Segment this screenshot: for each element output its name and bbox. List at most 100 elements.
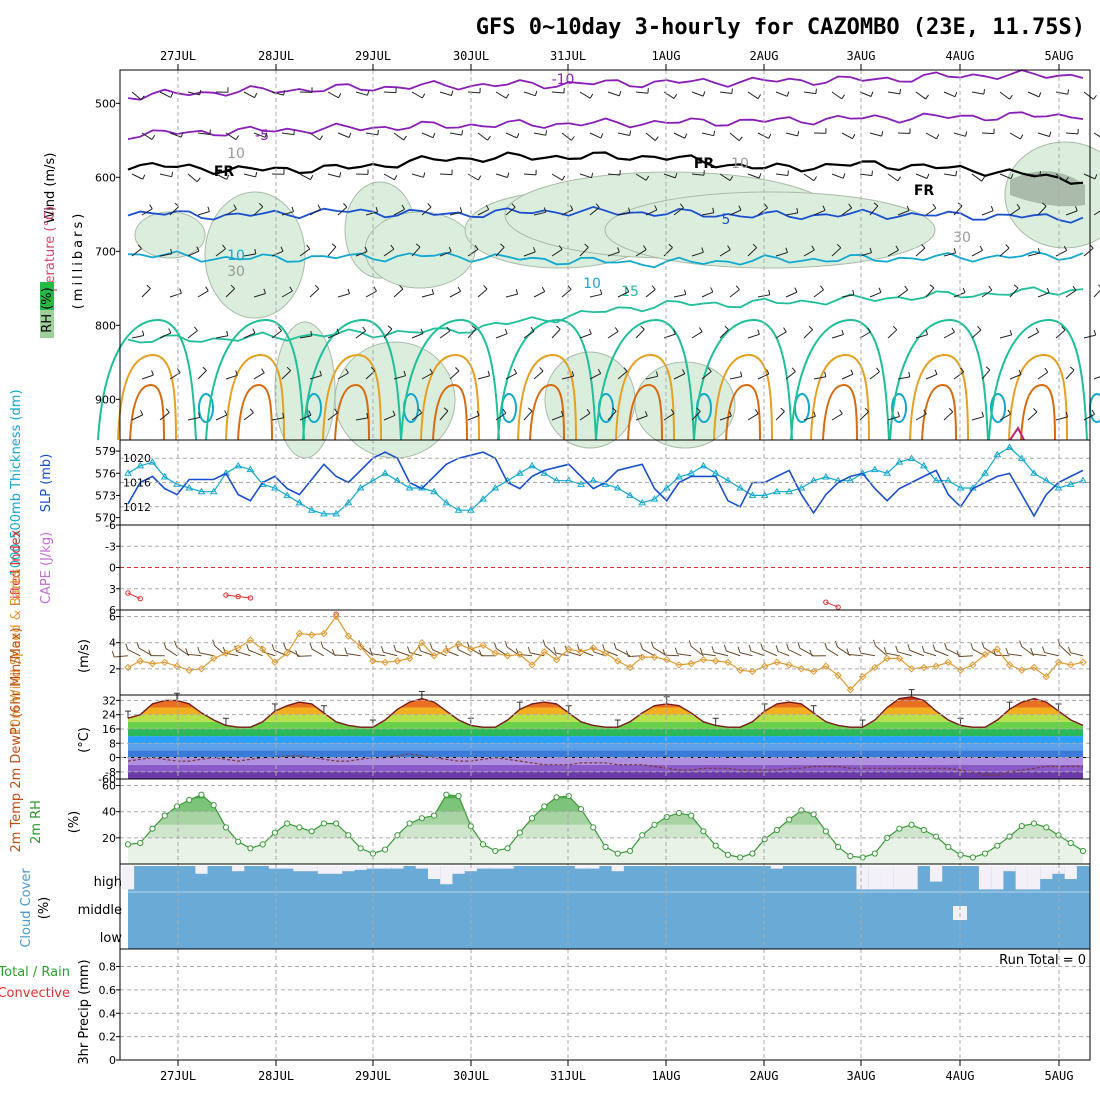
wind10-barb-flag (320, 641, 324, 648)
wind-barb-flag (202, 366, 207, 371)
wind-barb-flag (729, 411, 732, 417)
lifted-index-marker (823, 599, 829, 605)
thickness-marker (124, 469, 132, 476)
thickness-marker (222, 469, 230, 476)
wind-barb-flag (193, 326, 198, 331)
wind-barb-flag (222, 244, 226, 250)
temp-band (128, 750, 1083, 758)
diurnal-contour-cyan (891, 393, 907, 423)
wind-barb-flag (345, 368, 349, 374)
wind-barb-flag (640, 325, 645, 330)
wind10-marker (1054, 658, 1063, 667)
wind10-barb-flag (185, 648, 189, 655)
bottom-date-label: 29JUL (355, 1069, 391, 1083)
isotherm-line (127, 69, 1084, 101)
thickness-marker (993, 450, 1002, 458)
rh2m-marker (994, 842, 1001, 849)
wind-barb-flag (261, 368, 265, 374)
wind-barb (449, 290, 461, 298)
wind-barb-flag (684, 133, 688, 139)
rh2m-marker (798, 807, 805, 814)
wind-barb-flag (483, 285, 488, 290)
wind-barb (645, 209, 658, 216)
rh2m-tick-label: 20 (102, 832, 116, 845)
wind-barb (411, 91, 423, 99)
wind-barb (841, 207, 853, 216)
wind-barb (1055, 329, 1066, 339)
wind-barb (523, 330, 535, 339)
cloud-gap (268, 866, 282, 869)
wind10-barb-flag (111, 650, 115, 658)
lifted-index-tick-label: 0 (109, 562, 116, 575)
wind-barb-flag (146, 284, 151, 289)
wind-barb (943, 252, 956, 257)
wind-barb-flag (446, 326, 451, 332)
wind10-marker (479, 641, 487, 650)
wind10-barb (750, 650, 765, 657)
wind-barb-flag (450, 90, 454, 96)
thickness-marker (613, 484, 622, 491)
wind-barb (439, 251, 452, 257)
wind-barb-flag (289, 286, 293, 292)
wind-barb (271, 250, 284, 257)
wind-barb-flag (140, 95, 145, 101)
wind10-barb-flag (380, 646, 384, 653)
wind-barb-flag (740, 371, 743, 377)
wind10-barb-flag (1030, 647, 1034, 655)
diurnal-contour-darkorange (1020, 383, 1056, 441)
wind-barb-flag (415, 243, 421, 248)
diurnal-contour-orange (420, 353, 480, 441)
diurnal-contour-cyan (501, 393, 517, 423)
wind10-label: 10m Wind Speed & Barbs (9, 569, 24, 736)
thickness-marker (577, 480, 585, 487)
rh2m-axis-labels: 2m RH (%) (29, 800, 82, 844)
wind10-barb-flag (956, 650, 960, 657)
wind-barb (253, 293, 266, 298)
wind-barb-flag (516, 133, 520, 139)
wind-barb-flag (876, 367, 880, 373)
wind10-barb (114, 655, 129, 658)
wind10-barb-flag (613, 642, 617, 650)
wind-barb (159, 412, 170, 421)
wind10-barb-flag (174, 640, 178, 647)
wind-barb (607, 251, 620, 257)
wind-barb (281, 290, 293, 298)
wind-barb-flag (871, 170, 873, 176)
wind-barb (579, 333, 592, 339)
wind-barb (579, 247, 589, 257)
contour-label: 5 (722, 212, 731, 228)
wind-barb (309, 208, 321, 216)
upper-axis-labels: Wind (m/s) Temperature (°C) RH (%) (mill… (40, 153, 86, 338)
wind10-barb-flag (222, 646, 226, 654)
wind-barb-flag (925, 329, 929, 335)
rh2m-marker (528, 815, 536, 822)
rh2m-marker (553, 794, 560, 801)
thickness-marker (773, 487, 781, 495)
temp2m-tick-label: -60 (98, 773, 116, 786)
lifted-index-marker (137, 595, 143, 602)
temp-band (128, 728, 1083, 737)
wind-barb (551, 249, 563, 257)
wind-barb (281, 370, 291, 380)
wind-barb (225, 288, 235, 298)
wind-barb (1037, 371, 1049, 380)
wind-barb (701, 212, 714, 216)
wind-barb (299, 248, 311, 257)
wind-barb-flag (196, 177, 201, 183)
thickness-marker (332, 509, 341, 517)
diurnal-contour-orange (909, 353, 969, 441)
isotherm-line (127, 111, 1084, 140)
cloud-gap (1052, 866, 1065, 874)
wind-barb-flag (319, 370, 322, 376)
wind10-barb-flag (125, 643, 129, 650)
wind10-barb-flag (846, 648, 850, 655)
rh2m-marker (124, 841, 132, 848)
wind-barb-flag (811, 245, 815, 251)
wind10-barb-flag (331, 648, 335, 656)
wind-barb (393, 208, 405, 216)
thickness-marker (234, 461, 243, 469)
bottom-date-label: 28JUL (258, 1069, 294, 1083)
wind-barb (803, 173, 815, 182)
wind10-marker (871, 663, 879, 672)
top-date-label: 4AUG (946, 49, 975, 63)
